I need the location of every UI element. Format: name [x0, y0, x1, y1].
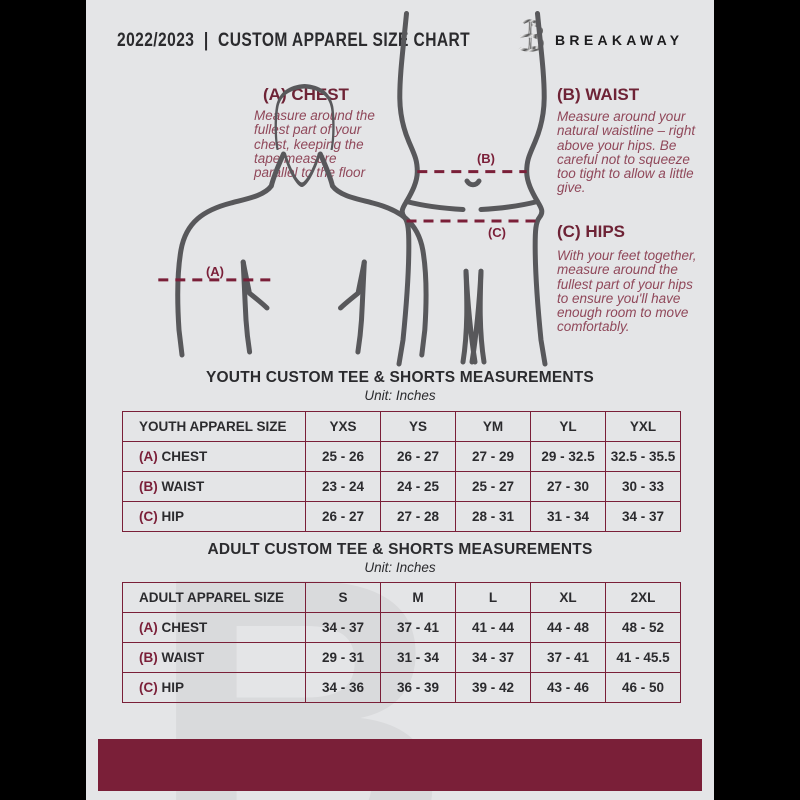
svg-text:(A): (A): [206, 264, 224, 279]
svg-text:(C): (C): [488, 225, 506, 240]
svg-text:(B): (B): [477, 151, 495, 166]
